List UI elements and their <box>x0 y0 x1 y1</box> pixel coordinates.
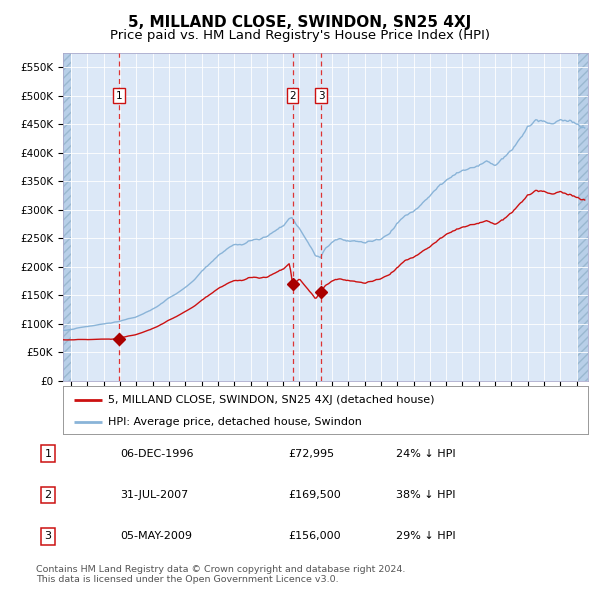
Text: HPI: Average price, detached house, Swindon: HPI: Average price, detached house, Swin… <box>107 417 361 427</box>
Text: 06-DEC-1996: 06-DEC-1996 <box>120 449 193 458</box>
Text: 31-JUL-2007: 31-JUL-2007 <box>120 490 188 500</box>
Text: Contains HM Land Registry data © Crown copyright and database right 2024.
This d: Contains HM Land Registry data © Crown c… <box>36 565 406 584</box>
Text: 1: 1 <box>115 91 122 101</box>
Text: 5, MILLAND CLOSE, SWINDON, SN25 4XJ (detached house): 5, MILLAND CLOSE, SWINDON, SN25 4XJ (det… <box>107 395 434 405</box>
Text: 2: 2 <box>44 490 52 500</box>
Bar <box>63 53 71 381</box>
Text: 24% ↓ HPI: 24% ↓ HPI <box>396 449 455 458</box>
Text: 3: 3 <box>44 532 52 541</box>
Text: 05-MAY-2009: 05-MAY-2009 <box>120 532 192 541</box>
Text: 38% ↓ HPI: 38% ↓ HPI <box>396 490 455 500</box>
Text: £169,500: £169,500 <box>288 490 341 500</box>
Text: £156,000: £156,000 <box>288 532 341 541</box>
Text: 5, MILLAND CLOSE, SWINDON, SN25 4XJ: 5, MILLAND CLOSE, SWINDON, SN25 4XJ <box>128 15 472 30</box>
Text: Price paid vs. HM Land Registry's House Price Index (HPI): Price paid vs. HM Land Registry's House … <box>110 30 490 42</box>
Bar <box>577 53 588 381</box>
Text: 1: 1 <box>44 449 52 458</box>
Text: £72,995: £72,995 <box>288 449 334 458</box>
Text: 3: 3 <box>318 91 325 101</box>
Text: 2: 2 <box>289 91 296 101</box>
Text: 29% ↓ HPI: 29% ↓ HPI <box>396 532 455 541</box>
